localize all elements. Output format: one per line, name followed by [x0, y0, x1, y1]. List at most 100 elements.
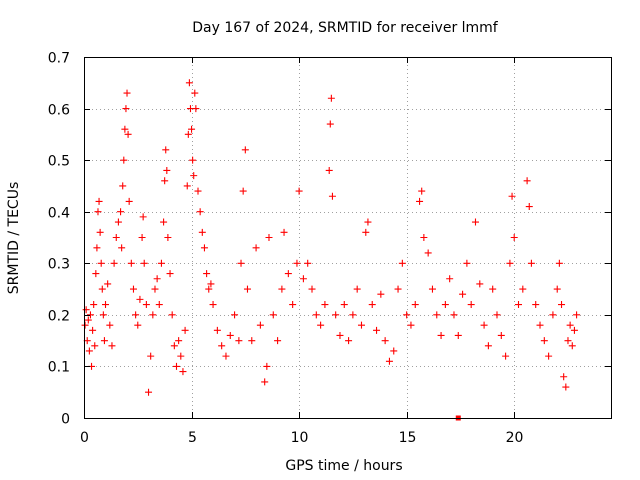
data-point: [100, 337, 108, 345]
data-point: [261, 378, 269, 386]
data-point: [566, 321, 574, 329]
data-point: [312, 311, 320, 319]
y-tick-label: 0.1: [48, 360, 70, 376]
data-point: [145, 388, 153, 396]
data-point: [102, 301, 110, 309]
data-point: [95, 197, 103, 205]
data-point: [450, 311, 458, 319]
data-point: [508, 192, 516, 200]
data-point: [536, 321, 544, 329]
data-point: [120, 156, 128, 164]
data-point: [124, 130, 132, 138]
data-point: [239, 187, 247, 195]
data-point: [183, 182, 191, 190]
data-point: [121, 125, 129, 133]
data-point: [248, 337, 256, 345]
data-point: [403, 311, 411, 319]
y-tick-label: 0.5: [48, 154, 70, 170]
data-point: [269, 311, 277, 319]
data-point: [553, 285, 561, 293]
data-point: [289, 301, 297, 309]
y-tick-label: 0.7: [48, 51, 70, 67]
data-point: [213, 326, 221, 334]
data-point: [515, 301, 523, 309]
data-point: [237, 259, 245, 267]
data-point: [104, 280, 112, 288]
data-point: [527, 259, 535, 267]
data-point: [368, 301, 376, 309]
data-point: [564, 337, 572, 345]
data-point: [117, 208, 125, 216]
data-point: [184, 130, 192, 138]
data-point: [502, 352, 510, 360]
data-point: [98, 285, 106, 293]
data-point: [476, 280, 484, 288]
y-tick-label: 0.6: [48, 103, 70, 119]
data-point: [411, 301, 419, 309]
x-tick-labels: 0 5 10 15 20: [80, 430, 523, 446]
plot-frame: [84, 57, 612, 419]
data-point: [353, 285, 361, 293]
data-point: [153, 275, 161, 283]
data-point: [278, 285, 286, 293]
data-point: [304, 259, 312, 267]
data-point: [99, 311, 107, 319]
data-point: [106, 321, 114, 329]
data-points: [81, 79, 581, 421]
data-point: [81, 321, 89, 329]
data-point: [231, 311, 239, 319]
data-point: [308, 285, 316, 293]
data-point: [424, 249, 432, 257]
data-point: [205, 285, 213, 293]
data-point: [119, 182, 127, 190]
data-point: [568, 342, 576, 350]
data-point: [327, 94, 335, 102]
data-point: [129, 285, 137, 293]
data-point: [252, 244, 260, 252]
data-point: [317, 321, 325, 329]
data-point: [163, 166, 171, 174]
data-point: [293, 259, 301, 267]
data-point: [134, 321, 142, 329]
data-point: [525, 203, 533, 211]
data-point: [493, 311, 501, 319]
data-point: [463, 259, 471, 267]
data-point: [332, 311, 340, 319]
data-point: [398, 259, 406, 267]
data-point: [328, 192, 336, 200]
data-point: [96, 228, 104, 236]
data-point: [256, 321, 264, 329]
data-point: [519, 285, 527, 293]
data-point: [84, 316, 92, 324]
data-point: [114, 218, 122, 226]
data-point: [191, 89, 199, 97]
data-point: [321, 301, 329, 309]
data-point: [377, 290, 385, 298]
data-point: [349, 311, 357, 319]
data-point: [203, 270, 211, 278]
x-tick-label: 0: [80, 430, 89, 446]
data-point: [189, 156, 197, 164]
data-point: [168, 311, 176, 319]
grid: [84, 57, 611, 418]
data-point: [235, 337, 243, 345]
data-point: [459, 290, 467, 298]
data-point: [390, 347, 398, 355]
data-point: [357, 321, 365, 329]
data-point: [108, 342, 116, 350]
data-point: [179, 368, 187, 376]
data-point: [416, 197, 424, 205]
data-point: [540, 337, 548, 345]
data-point: [127, 259, 135, 267]
data-point: [177, 352, 185, 360]
data-point: [336, 331, 344, 339]
data-point: [181, 326, 189, 334]
data-point: [381, 337, 389, 345]
data-point: [243, 285, 251, 293]
data-point: [441, 301, 449, 309]
data-point: [94, 208, 102, 216]
data-point: [471, 218, 479, 226]
x-tick-label: 15: [399, 430, 417, 446]
data-point: [162, 146, 170, 154]
